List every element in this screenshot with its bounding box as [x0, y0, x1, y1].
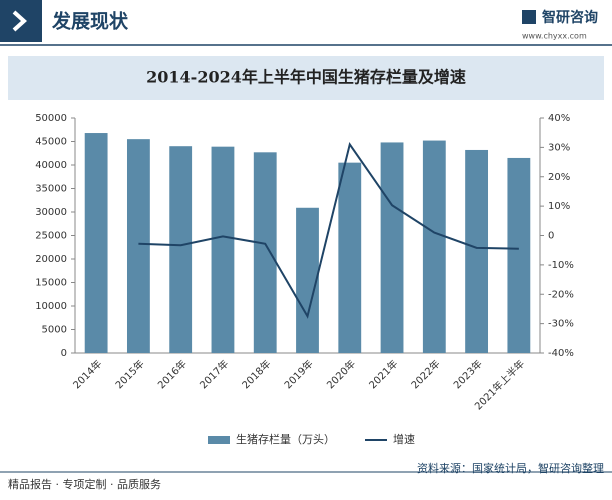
y2-tick-label: -40%: [548, 348, 574, 359]
title-box: [8, 56, 604, 100]
y2-tick-label: 20%: [548, 172, 570, 183]
bar: [253, 152, 277, 353]
chart-title: 2014-2024年上半年中国生猪存栏量及增速: [146, 68, 466, 87]
y-tick-label: 35000: [35, 184, 67, 195]
y2-tick-label: 10%: [548, 201, 570, 212]
footer-source: 资料来源：国家统计局，智研咨询整理: [417, 461, 604, 475]
legend-swatch: [208, 436, 230, 444]
bar: [465, 149, 489, 353]
logo-text: 智研咨询: [541, 9, 598, 26]
legend-label: 生猪存栏量（万头）: [236, 432, 335, 446]
bar: [422, 140, 446, 353]
bar: [507, 157, 531, 353]
logo-url: www.chyxx.com: [522, 32, 587, 41]
bar: [169, 146, 193, 353]
y2-tick-label: -30%: [548, 319, 574, 330]
footer-left: 精品报告 · 专项定制 · 品质服务: [8, 477, 161, 491]
bar: [211, 146, 235, 353]
header-title: 发展现状: [51, 10, 129, 33]
y-tick-label: 25000: [35, 231, 67, 242]
y2-tick-label: 30%: [548, 142, 570, 153]
y-tick-label: 45000: [35, 137, 67, 148]
y2-tick-label: -10%: [548, 260, 574, 271]
bar: [380, 142, 404, 353]
header-arrow: [12, 10, 27, 32]
bar: [338, 162, 362, 353]
growth-line: [138, 142, 519, 319]
y2-tick-label: 0: [548, 231, 554, 242]
y-tick-label: 40000: [35, 160, 67, 171]
y2-tick-label: 40%: [548, 113, 570, 124]
logo-icon: [522, 10, 536, 24]
y-tick-label: 50000: [35, 113, 67, 124]
bar: [296, 207, 319, 353]
legend-label: 增速: [393, 432, 415, 446]
y-tick-label: 15000: [35, 278, 67, 289]
y-tick-label: 20000: [35, 254, 67, 265]
header-block: [0, 0, 42, 42]
y-tick-label: 0: [61, 348, 67, 359]
bar: [126, 139, 150, 353]
y-tick-label: 5000: [42, 325, 67, 336]
y-tick-label: 10000: [35, 301, 67, 312]
y-tick-label: 30000: [35, 207, 67, 218]
y2-tick-label: -20%: [548, 289, 574, 300]
bar: [84, 133, 108, 353]
